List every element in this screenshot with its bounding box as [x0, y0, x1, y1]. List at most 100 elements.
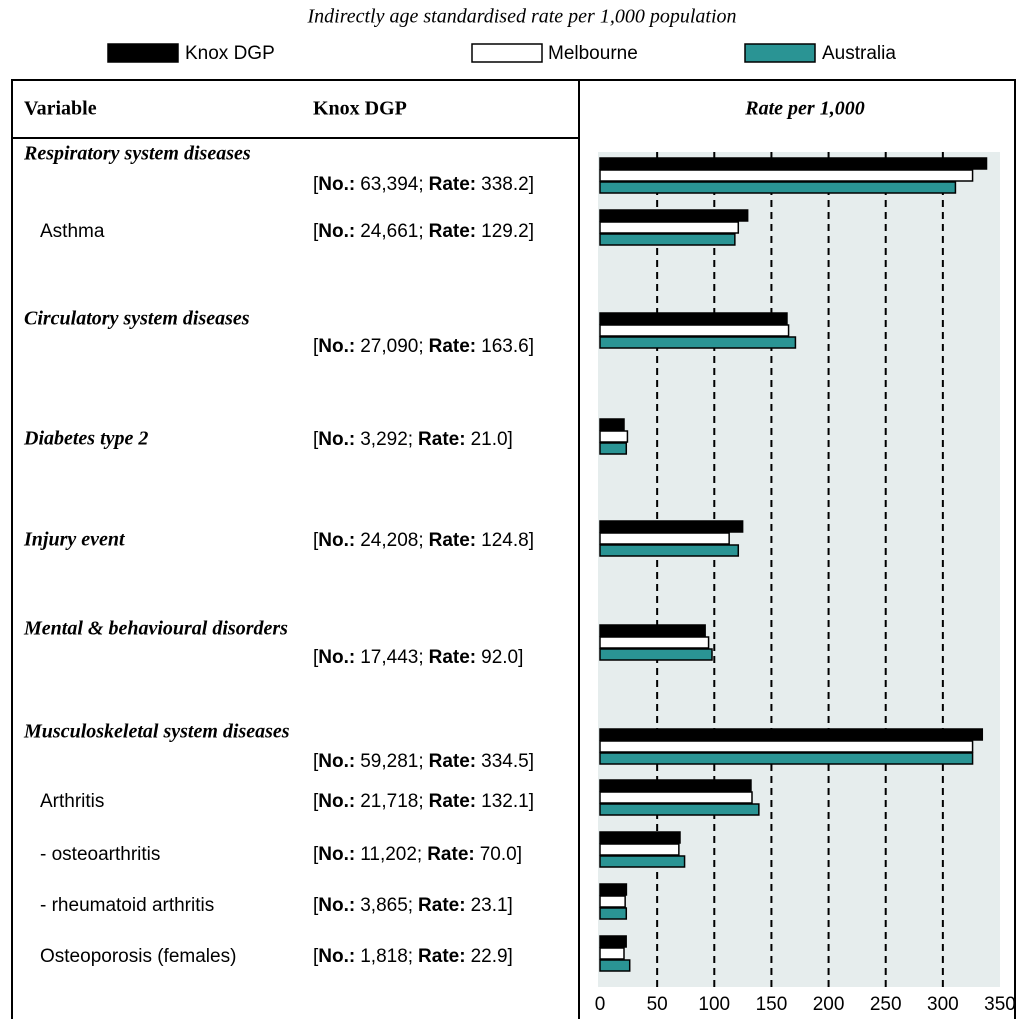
x-tick-label: 250 — [870, 994, 902, 1015]
row-label: Diabetes type 2 — [23, 428, 148, 450]
legend-label: Knox DGP — [185, 43, 275, 64]
detail-part: No.: — [318, 647, 355, 668]
row-detail: [No.: 63,394; Rate: 338.2] — [313, 174, 534, 195]
detail-part: ; — [418, 221, 423, 242]
detail-part: 334.5 — [481, 751, 529, 772]
legend-swatch — [744, 43, 816, 63]
row-label: Asthma — [40, 221, 105, 242]
detail-part: ; — [418, 530, 423, 551]
detail-part: Rate: — [427, 844, 475, 865]
bar — [599, 791, 753, 804]
detail-part: [ — [313, 221, 319, 242]
detail-part: 132.1 — [481, 791, 529, 812]
detail-part: ] — [529, 751, 534, 772]
detail-part: 124.8 — [481, 530, 529, 551]
bar — [599, 803, 760, 816]
row-detail: [No.: 3,292; Rate: 21.0] — [313, 429, 513, 450]
bar — [599, 935, 627, 948]
detail-part: ; — [417, 844, 422, 865]
detail-part: [ — [313, 791, 319, 812]
detail-part: No.: — [318, 174, 355, 195]
bar — [599, 728, 984, 741]
header-variable: Variable — [24, 98, 97, 120]
detail-part: [ — [313, 530, 319, 551]
bar — [599, 442, 628, 455]
legend-label: Melbourne — [548, 43, 638, 64]
detail-part: No.: — [318, 751, 355, 772]
detail-part: ; — [418, 791, 423, 812]
detail-part: No.: — [318, 844, 355, 865]
detail-part: 63,394 — [360, 174, 419, 195]
detail-part: 24,208 — [360, 530, 418, 551]
detail-part: No.: — [318, 221, 355, 242]
detail-part: Rate: — [429, 221, 477, 242]
row-label: - osteoarthritis — [40, 844, 160, 865]
detail-part: 163.6 — [481, 336, 529, 357]
bar — [599, 169, 974, 182]
detail-part: 24,661 — [360, 221, 418, 242]
legend-swatch — [107, 43, 179, 63]
detail-part: ] — [529, 336, 534, 357]
bar — [599, 221, 740, 234]
detail-part: ] — [529, 530, 534, 551]
x-tick-label: 100 — [698, 994, 730, 1015]
detail-part: No.: — [318, 895, 355, 916]
row-detail: [No.: 3,865; Rate: 23.1] — [313, 895, 513, 916]
detail-part: ] — [529, 174, 534, 195]
bar — [599, 532, 730, 545]
legend-label: Australia — [822, 43, 896, 64]
row-detail: [No.: 1,818; Rate: 22.9] — [313, 946, 513, 967]
detail-part: No.: — [318, 791, 355, 812]
bar — [599, 895, 626, 908]
detail-part: 59,281 — [360, 751, 418, 772]
chart-title: Indirectly age standardised rate per 1,0… — [306, 6, 736, 28]
detail-part: 338.2 — [481, 174, 529, 195]
row-label: Injury event — [23, 529, 126, 551]
detail-part: [ — [313, 429, 319, 450]
bar — [599, 947, 625, 960]
detail-part: Rate: — [429, 791, 477, 812]
x-tick-label: 150 — [756, 994, 788, 1015]
detail-part: ] — [508, 895, 513, 916]
detail-part: 22.9 — [471, 946, 508, 967]
bar — [599, 209, 749, 222]
detail-part: No.: — [318, 429, 355, 450]
detail-part: 1,818 — [360, 946, 408, 967]
detail-part: [ — [313, 174, 319, 195]
detail-part: [ — [313, 336, 319, 357]
bar — [599, 336, 797, 349]
row-label: Respiratory system diseases — [23, 143, 251, 165]
bar — [599, 418, 625, 431]
detail-part: ] — [518, 647, 523, 668]
row-detail: [No.: 24,661; Rate: 129.2] — [313, 221, 534, 242]
detail-part: ; — [408, 946, 413, 967]
detail-part: ] — [508, 946, 513, 967]
bar — [599, 312, 788, 325]
bar — [599, 624, 706, 637]
detail-part: [ — [313, 844, 319, 865]
detail-part: ] — [529, 791, 534, 812]
detail-part: ] — [529, 221, 534, 242]
legend-swatch — [471, 43, 543, 63]
detail-part: ; — [418, 336, 423, 357]
detail-part: 11,202 — [360, 844, 417, 865]
bar — [599, 752, 974, 765]
bar — [599, 740, 974, 753]
bar — [599, 831, 681, 844]
bar — [599, 157, 988, 170]
bar — [599, 233, 736, 246]
detail-part: No.: — [318, 530, 355, 551]
bar — [599, 959, 631, 972]
x-tick-label: 50 — [647, 994, 668, 1015]
detail-part: ; — [418, 174, 423, 195]
table-border — [11, 79, 1016, 1019]
detail-part: [ — [313, 647, 319, 668]
detail-part: ] — [517, 844, 522, 865]
bar — [599, 855, 686, 868]
x-tick-label: 0 — [595, 994, 606, 1015]
detail-part: [ — [313, 895, 319, 916]
detail-part: Rate: — [429, 647, 477, 668]
detail-part: ; — [418, 751, 423, 772]
detail-part: 21.0 — [471, 429, 508, 450]
